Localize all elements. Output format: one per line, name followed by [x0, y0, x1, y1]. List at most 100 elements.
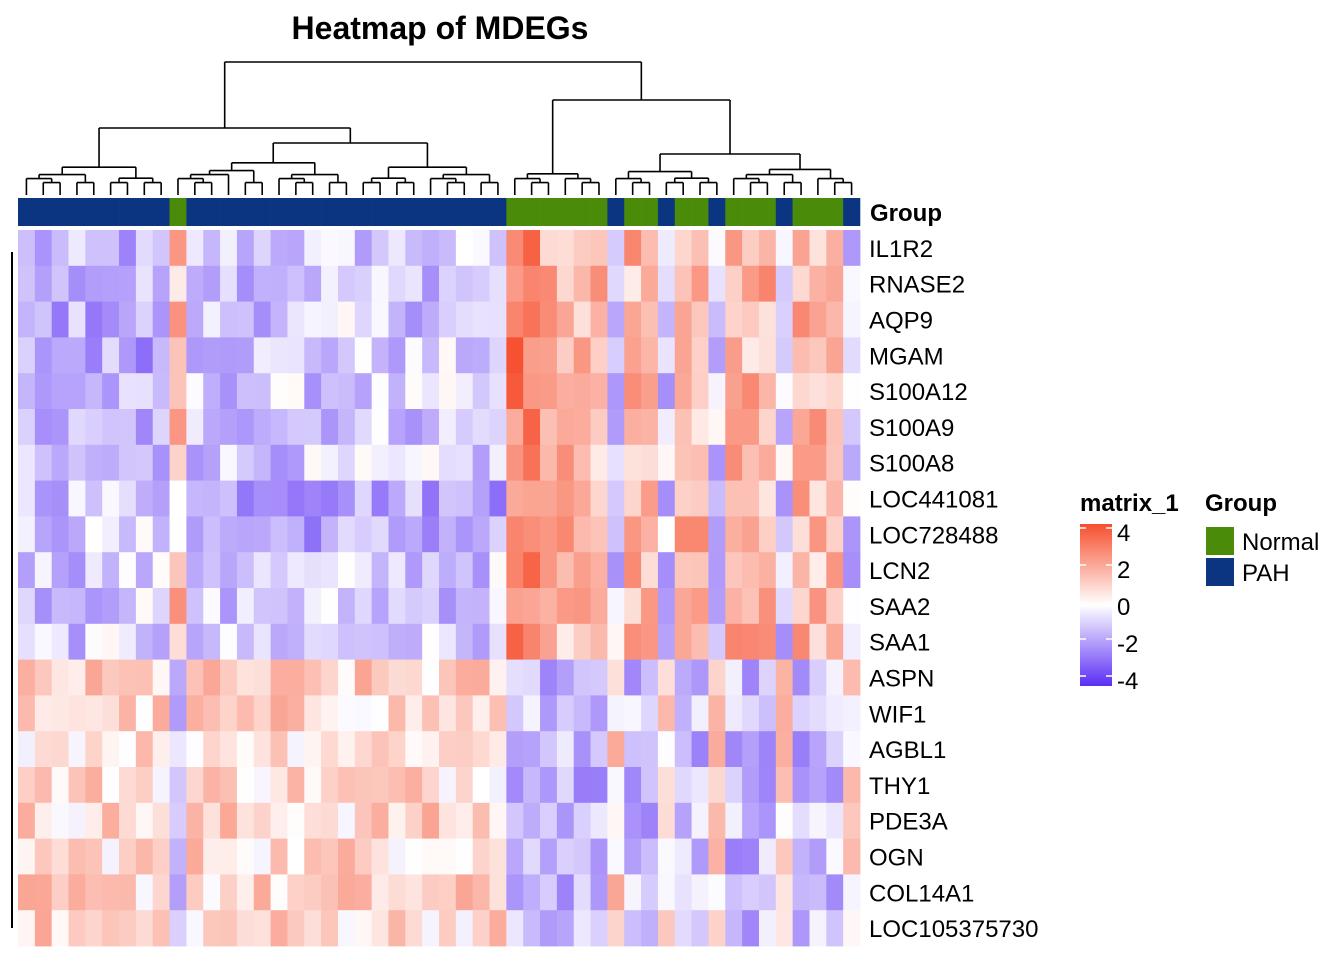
heatmap-cell	[590, 731, 608, 768]
heatmap-cell	[304, 838, 322, 875]
heatmap-cell	[641, 409, 659, 446]
heatmap-cell	[725, 337, 743, 374]
heatmap-cell	[523, 265, 541, 302]
group-annotation-cell	[169, 198, 187, 226]
heatmap-cell	[439, 373, 457, 410]
heatmap-cell	[220, 552, 238, 589]
heatmap-cell	[573, 623, 591, 660]
row-label: THY1	[869, 773, 930, 800]
heatmap-cell	[68, 874, 86, 911]
heatmap-cell	[843, 623, 861, 660]
heatmap-cell	[388, 767, 406, 804]
heatmap-cell	[51, 373, 69, 410]
group-annotation-cell	[523, 198, 541, 226]
heatmap-cell	[590, 516, 608, 553]
heatmap-cell	[270, 230, 288, 267]
heatmap-cell	[119, 444, 137, 481]
heatmap-cell	[540, 265, 558, 302]
row-label: WIF1	[869, 701, 926, 728]
heatmap-cell	[85, 588, 103, 625]
row-label: OGN	[869, 845, 924, 872]
heatmap-cell	[489, 265, 507, 302]
heatmap-cell	[304, 731, 322, 768]
heatmap-cell	[708, 516, 726, 553]
heatmap-cell	[152, 802, 170, 839]
heatmap-cell	[287, 910, 305, 947]
heatmap-cell	[489, 731, 507, 768]
heatmap-cell	[34, 588, 53, 625]
heatmap-cell	[34, 731, 53, 768]
heatmap-cell	[826, 802, 844, 839]
heatmap-cell	[792, 623, 810, 660]
heatmap-cell	[523, 838, 541, 875]
group-annotation-cell	[18, 198, 36, 226]
heatmap-cell	[85, 659, 103, 696]
heatmap-cell	[691, 230, 709, 267]
heatmap-cell	[287, 409, 305, 446]
heatmap-cells	[18, 230, 861, 947]
color-legend-tick-neg4: -4	[1117, 668, 1139, 695]
heatmap-cell	[337, 659, 356, 696]
heatmap-cell	[691, 695, 709, 732]
heatmap-cell	[455, 731, 474, 768]
heatmap-cell	[573, 373, 591, 410]
heatmap-cell	[236, 731, 255, 768]
group-annotation-cell	[422, 198, 440, 226]
group-annotation-cell	[556, 198, 575, 226]
heatmap-cell	[186, 695, 204, 732]
heatmap-cell	[18, 731, 36, 768]
heatmap-cell	[725, 301, 743, 338]
heatmap-cell	[455, 767, 474, 804]
heatmap-cell	[742, 552, 760, 589]
group-annotation-cell	[472, 198, 490, 226]
heatmap-cell	[220, 480, 238, 517]
heatmap-cell	[169, 802, 187, 839]
group-annotation-cell	[641, 198, 659, 226]
heatmap-cell	[287, 838, 305, 875]
heatmap-cell	[169, 230, 187, 267]
heatmap-cell	[506, 659, 524, 696]
heatmap-cell	[304, 623, 322, 660]
heatmap-cell	[135, 230, 154, 267]
heatmap-cell	[556, 910, 575, 947]
heatmap-cell	[304, 301, 322, 338]
heatmap-cell	[51, 910, 69, 947]
heatmap-cell	[253, 767, 271, 804]
heatmap-cell	[489, 874, 507, 911]
heatmap-cell	[253, 623, 271, 660]
heatmap-cell	[270, 659, 288, 696]
heatmap-cell	[775, 409, 794, 446]
heatmap-cell	[590, 659, 608, 696]
heatmap-cell	[405, 802, 423, 839]
heatmap-cell	[506, 516, 524, 553]
heatmap-cell	[641, 623, 659, 660]
heatmap-cell	[422, 838, 440, 875]
heatmap-cell	[792, 659, 810, 696]
heatmap-cell	[253, 552, 271, 589]
heatmap-cell	[102, 552, 120, 589]
heatmap-cell	[742, 767, 760, 804]
heatmap-cell	[792, 731, 810, 768]
row-label: AGBL1	[869, 737, 946, 764]
heatmap-cell	[472, 874, 490, 911]
heatmap-cell	[102, 444, 120, 481]
group-annotation-cell	[102, 198, 120, 226]
heatmap-cell	[51, 874, 69, 911]
heatmap-cell	[186, 301, 204, 338]
heatmap-cell	[674, 731, 692, 768]
heatmap-cell	[169, 874, 187, 911]
heatmap-cell	[624, 659, 642, 696]
heatmap-cell	[304, 516, 322, 553]
heatmap-cell	[506, 409, 524, 446]
heatmap-cell	[826, 301, 844, 338]
heatmap-cell	[691, 910, 709, 947]
heatmap-cell	[236, 337, 255, 374]
heatmap-cell	[85, 767, 103, 804]
heatmap-cell	[85, 802, 103, 839]
heatmap-cell	[270, 373, 288, 410]
heatmap-cell	[439, 516, 457, 553]
heatmap-cell	[809, 874, 827, 911]
heatmap-cell	[607, 659, 625, 696]
heatmap-cell	[422, 265, 440, 302]
heatmap-cell	[85, 516, 103, 553]
